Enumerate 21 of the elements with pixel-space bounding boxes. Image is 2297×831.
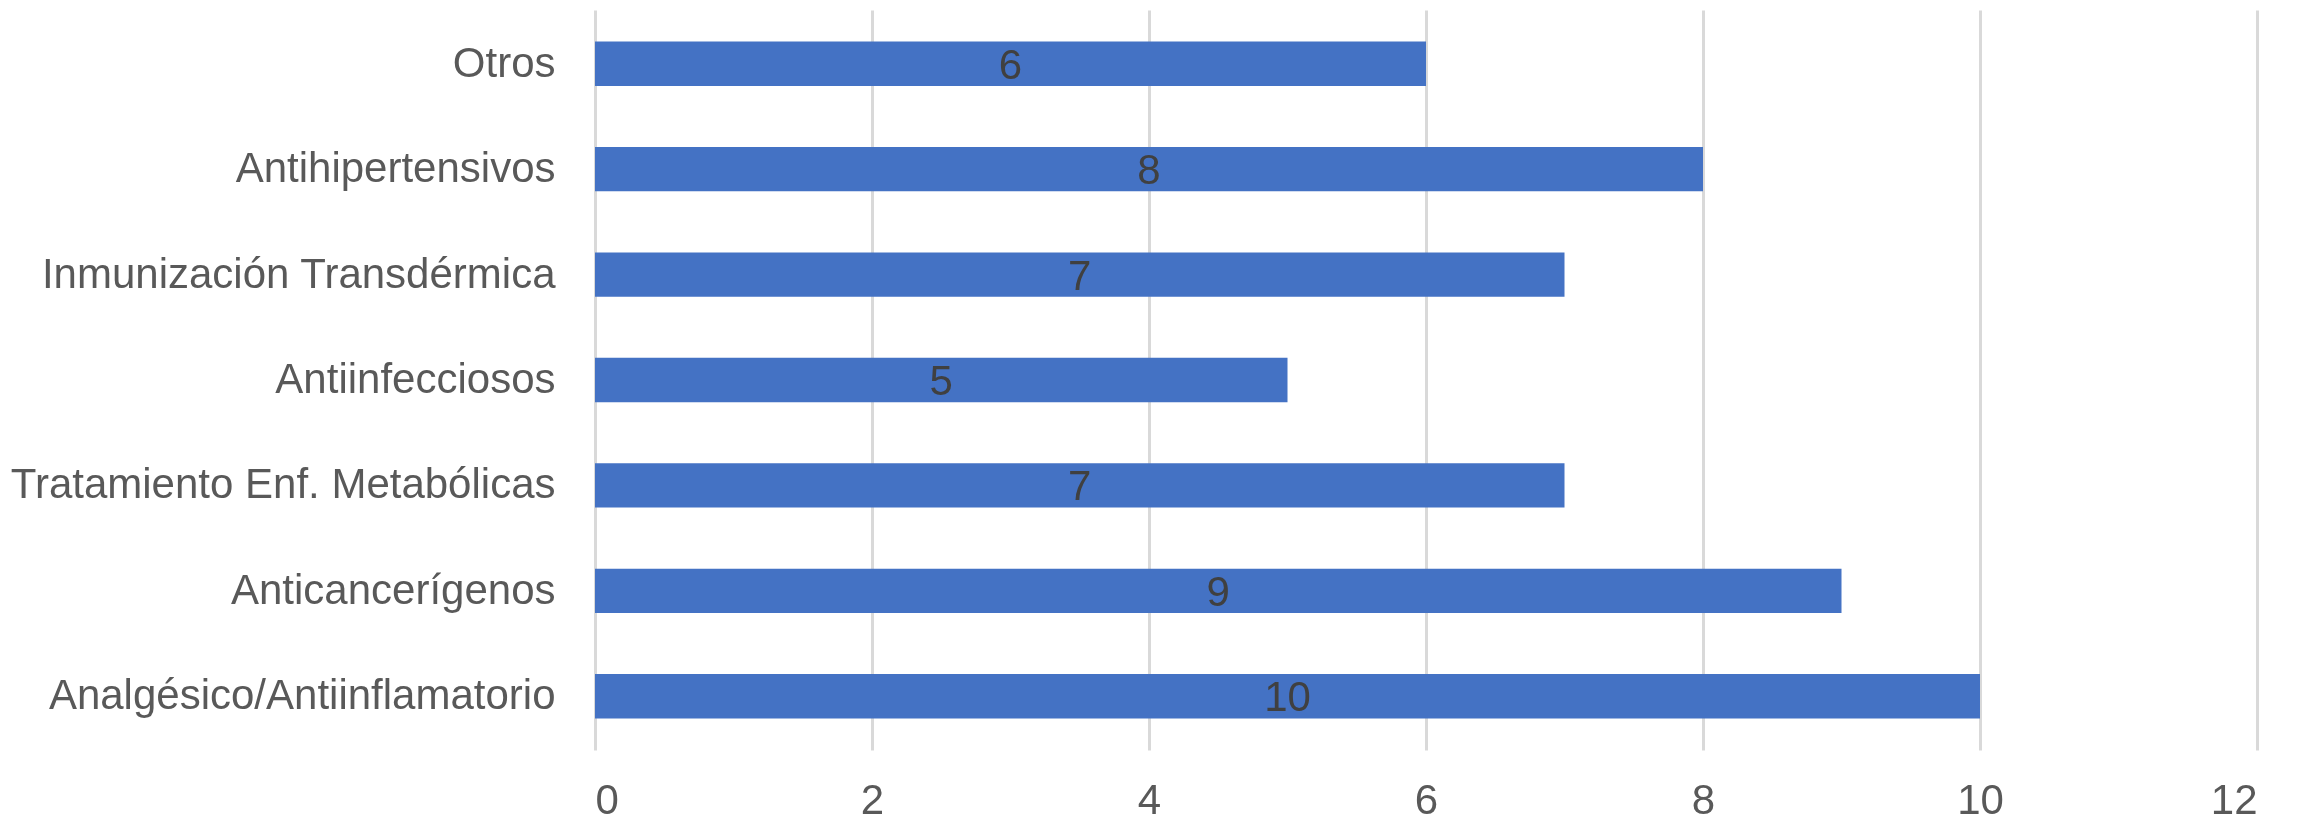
y-tick-label: Tratamiento Enf. Metabólicas (10, 460, 556, 508)
x-tick-label: 12 (2210, 775, 2258, 823)
x-tick-label: 2 (860, 775, 885, 823)
y-tick-label: Antiinfecciosos (275, 355, 556, 402)
y-tick-label: Analgésico/Antiinflamatorio (48, 671, 556, 719)
x-tick-label: 6 (1414, 775, 1439, 823)
x-tick-label: 10 (1957, 775, 2004, 823)
data-label: 7 (1068, 251, 1092, 299)
data-label: 7 (1068, 462, 1092, 510)
data-label: 6 (998, 40, 1023, 88)
data-label: 10 (1264, 673, 1311, 721)
data-label: 9 (1206, 567, 1230, 615)
x-tick-label: 4 (1137, 775, 1162, 823)
y-tick-label: Otros (452, 38, 556, 86)
data-label: 5 (929, 357, 953, 404)
x-tick-label: 8 (1691, 775, 1716, 823)
y-tick-label: Inmunización Transdérmica (41, 249, 557, 297)
x-tick-label: 0 (595, 775, 619, 823)
y-tick-label: Antihipertensivos (235, 144, 556, 192)
data-label: 8 (1137, 146, 1161, 194)
y-tick-label: Anticancerígenos (230, 565, 556, 613)
